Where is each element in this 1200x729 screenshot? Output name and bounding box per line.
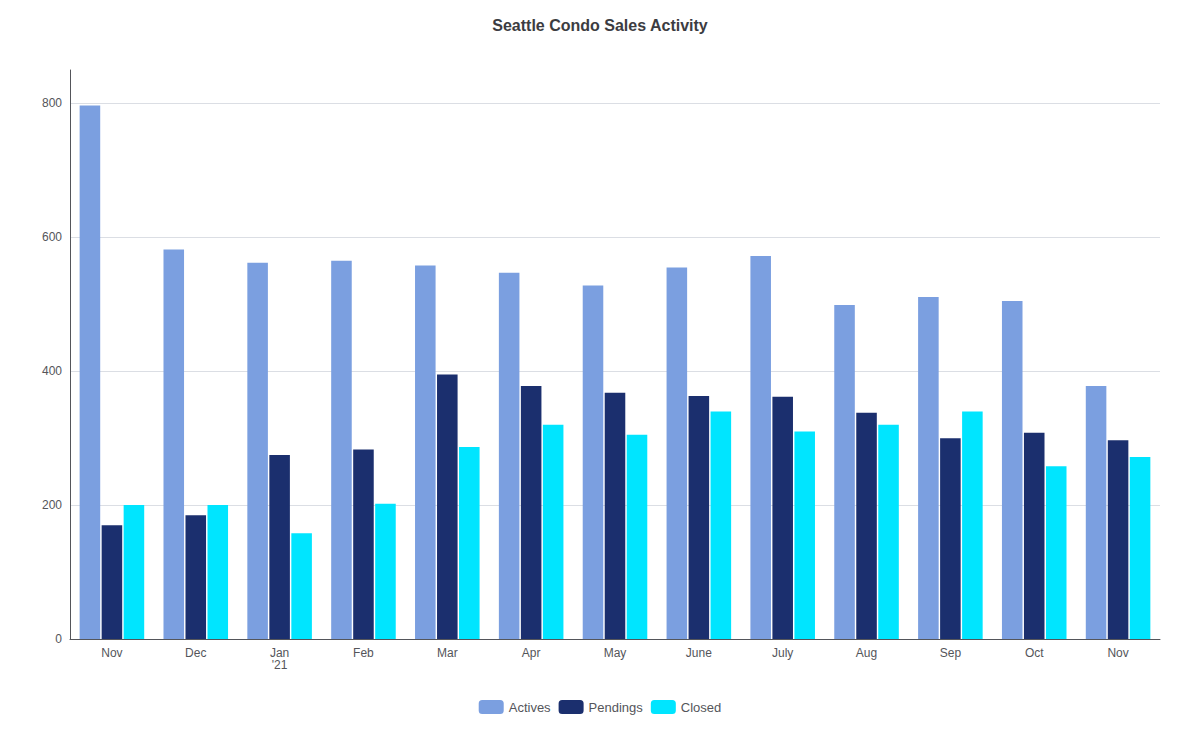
svg-text:July: July: [772, 646, 793, 660]
svg-text:Oct: Oct: [1025, 646, 1044, 660]
svg-text:400: 400: [42, 364, 62, 378]
svg-text:June: June: [686, 646, 712, 660]
svg-text:Seattle Condo Sales Activity: Seattle Condo Sales Activity: [492, 17, 708, 34]
svg-text:Nov: Nov: [101, 646, 122, 660]
svg-text:0: 0: [55, 632, 62, 646]
svg-text:Pendings: Pendings: [589, 700, 644, 715]
svg-text:Jan: Jan: [269, 646, 290, 660]
svg-text:Closed: Closed: [681, 700, 721, 715]
svg-text:Dec: Dec: [185, 646, 206, 660]
svg-text:'21: '21: [272, 658, 288, 672]
svg-text:600: 600: [42, 230, 62, 244]
svg-text:Aug: Aug: [856, 646, 877, 660]
svg-text:Feb: Feb: [353, 646, 374, 660]
svg-text:Sep: Sep: [940, 646, 962, 660]
svg-text:Apr: Apr: [522, 646, 541, 660]
svg-text:Actives: Actives: [509, 700, 551, 715]
svg-text:Nov: Nov: [1107, 646, 1128, 660]
svg-text:800: 800: [42, 96, 62, 110]
svg-text:200: 200: [42, 498, 62, 512]
svg-text:May: May: [604, 646, 627, 660]
svg-text:Mar: Mar: [437, 646, 458, 660]
